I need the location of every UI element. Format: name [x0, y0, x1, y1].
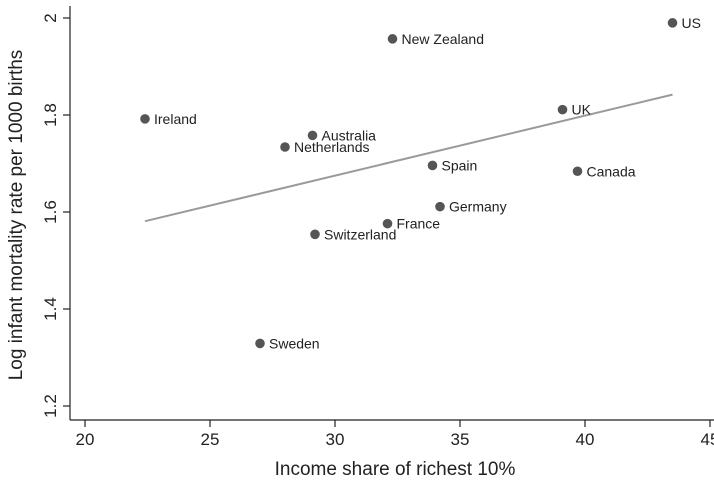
x-tick-label: 45 [701, 430, 714, 449]
y-tick-label: 1.2 [41, 394, 60, 418]
y-tick-label: 2 [41, 13, 60, 22]
data-point-label: Netherlands [294, 139, 370, 155]
data-point [307, 130, 318, 141]
data-point-label: Sweden [269, 335, 320, 351]
data-point-label: Ireland [154, 111, 197, 127]
data-points: US New Zealand UK Ireland AustraliaNetherlan… [140, 15, 701, 351]
x-axis-title: Income share of richest 10% [275, 459, 516, 480]
x-tick-label: 25 [201, 430, 220, 449]
data-point-label: New Zealand [402, 31, 485, 47]
data-point [280, 142, 290, 152]
axes: 1.2 1.4 1.6 1.8 2 20 25 30 35 40 45 [41, 6, 714, 449]
data-point [427, 160, 438, 171]
data-point [382, 218, 393, 229]
x-tick-label: 40 [576, 430, 595, 449]
data-point-label: US [682, 15, 701, 31]
data-point [310, 229, 320, 240]
data-point [140, 114, 150, 124]
x-tick-label: 35 [451, 430, 470, 449]
data-point-label: UK [572, 102, 592, 118]
data-point [435, 201, 445, 212]
data-point-label: Switzerland [324, 226, 396, 242]
data-point-label: Spain [442, 157, 478, 173]
data-point-label: France [397, 216, 441, 232]
data-point [572, 166, 583, 177]
data-point [387, 34, 398, 44]
y-tick-label: 1.8 [41, 103, 60, 127]
fit-line-group [144, 93, 673, 223]
data-point [255, 338, 265, 349]
x-tick-label: 30 [326, 430, 345, 449]
data-point-label: Canada [587, 163, 636, 179]
data-point-label: Germany [449, 199, 507, 215]
fit-line [144, 93, 673, 223]
x-tick-label: 20 [76, 430, 95, 449]
y-axis-title: Log infant mortality rate per 1000 birth… [6, 50, 27, 381]
y-tick-label: 1.6 [41, 200, 60, 224]
y-tick-label: 1.4 [41, 297, 60, 321]
data-point [667, 18, 678, 28]
data-point [557, 104, 568, 115]
data-point-label: Australia [322, 127, 377, 143]
